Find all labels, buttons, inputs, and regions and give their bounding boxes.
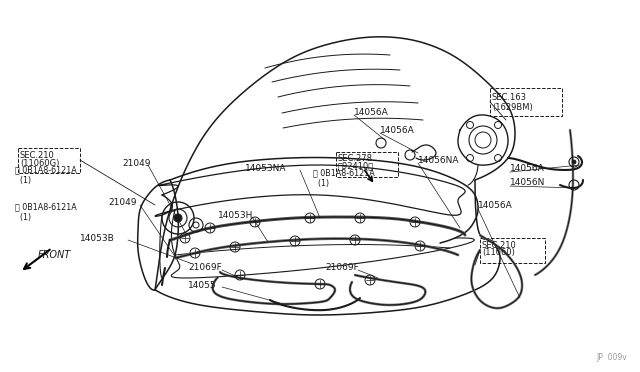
Text: 14056N: 14056N xyxy=(510,177,545,186)
Text: 14053NA: 14053NA xyxy=(245,164,287,173)
Text: 21049: 21049 xyxy=(108,198,136,206)
Circle shape xyxy=(174,214,182,222)
Text: 14056A: 14056A xyxy=(478,201,513,209)
Text: 14056A: 14056A xyxy=(354,108,388,116)
Text: SEC.210: SEC.210 xyxy=(20,151,55,160)
Text: 21069F: 21069F xyxy=(188,263,221,273)
Text: 21049: 21049 xyxy=(122,158,150,167)
Text: 14053B: 14053B xyxy=(80,234,115,243)
Text: 14056A: 14056A xyxy=(510,164,545,173)
Text: 21069F: 21069F xyxy=(325,263,359,273)
Text: JP  009v: JP 009v xyxy=(596,353,627,362)
Text: SEC.163: SEC.163 xyxy=(492,93,527,102)
Text: SEC.278: SEC.278 xyxy=(338,154,373,163)
Text: (11060): (11060) xyxy=(482,248,515,257)
Text: 14053H: 14053H xyxy=(218,211,253,219)
Text: を92410）: を92410） xyxy=(338,161,374,170)
Text: Ⓑ 0B1A8-6121A
  (1): Ⓑ 0B1A8-6121A (1) xyxy=(15,202,77,222)
Text: SEC.210: SEC.210 xyxy=(482,241,516,250)
Text: Ⓑ 0B1A8-6121A
  (1): Ⓑ 0B1A8-6121A (1) xyxy=(313,168,375,188)
Circle shape xyxy=(572,160,576,164)
Text: 14056NA: 14056NA xyxy=(418,155,460,164)
Text: (1629BM): (1629BM) xyxy=(492,103,532,112)
Text: FRONT: FRONT xyxy=(38,250,71,260)
Text: 14055: 14055 xyxy=(188,280,216,289)
Text: (11060G): (11060G) xyxy=(20,158,60,167)
Text: 14056A: 14056A xyxy=(380,125,415,135)
Text: Ⓑ 0B1A8-6121A
  (1): Ⓑ 0B1A8-6121A (1) xyxy=(15,165,77,185)
